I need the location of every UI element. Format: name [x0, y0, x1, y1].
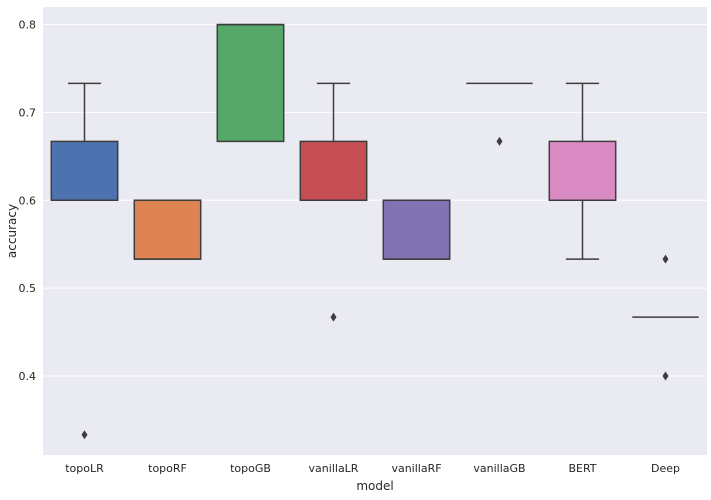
y-tick-label: 0.5: [19, 282, 37, 295]
box-vanillaGB: [466, 82, 533, 146]
box-topoLR: [50, 82, 119, 440]
box-body: [133, 199, 202, 260]
box-body: [548, 140, 617, 202]
x-tick-label: topoRF: [148, 462, 187, 475]
box-Deep: [632, 254, 699, 381]
x-tick-label: vanillaGB: [473, 462, 525, 475]
box-body: [50, 140, 119, 202]
box-body: [382, 199, 451, 260]
x-tick-label: BERT: [568, 462, 596, 475]
x-ticks: topoLR topoRF topoGB vanillaLR vanillaRF vani…: [65, 462, 680, 475]
box-body: [299, 140, 368, 202]
outlier-point: [330, 312, 337, 322]
outlier-point: [662, 371, 669, 381]
box-topoRF: [133, 199, 202, 260]
box-vanillaLR: [299, 82, 368, 322]
x-tick-label: vanillaRF: [391, 462, 441, 475]
x-tick-label: vanillaLR: [309, 462, 359, 475]
box-topoGB: [216, 23, 285, 143]
box-BERT: [548, 82, 617, 260]
x-axis-label: model: [356, 479, 393, 493]
outlier-point: [81, 430, 88, 440]
x-tick-label: topoGB: [230, 462, 271, 475]
box-vanillaRF: [382, 199, 451, 260]
y-tick-label: 0.7: [19, 106, 37, 119]
outlier-point: [662, 254, 669, 264]
x-tick-label: topoLR: [65, 462, 104, 475]
y-tick-label: 0.6: [19, 194, 37, 207]
y-ticks: 0.4 0.5 0.6 0.7 0.8: [19, 19, 37, 383]
y-tick-label: 0.8: [19, 19, 37, 32]
boxes: [50, 23, 699, 440]
y-axis-label: accuracy: [5, 204, 19, 258]
y-tick-label: 0.4: [19, 370, 37, 383]
x-tick-label: Deep: [651, 462, 680, 475]
outlier-point: [496, 136, 503, 146]
box-body: [216, 23, 285, 143]
